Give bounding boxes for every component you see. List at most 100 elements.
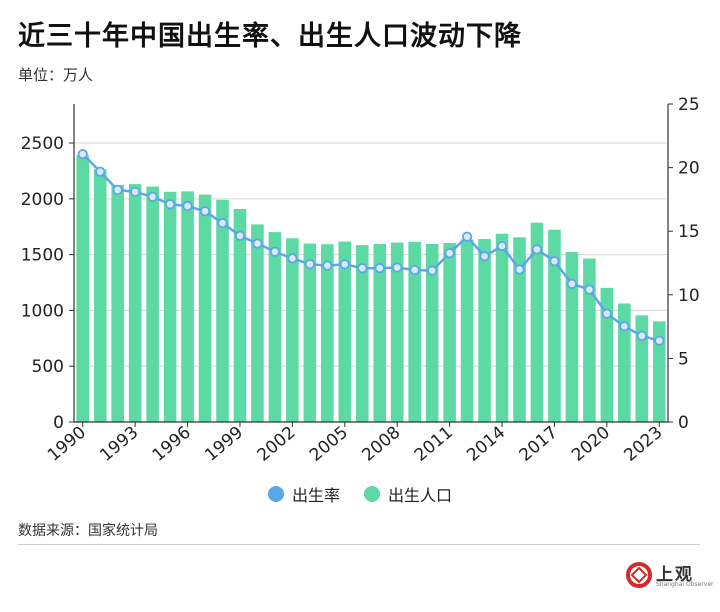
x-tick-label: 2014: [463, 423, 509, 466]
bar-1996: [181, 191, 194, 422]
x-tick-label: 2002: [254, 423, 300, 466]
logo: 上观 Shanghai Observer: [626, 558, 713, 592]
point-2008: [392, 262, 403, 273]
bar-2011: [443, 243, 456, 422]
bar-2013: [478, 239, 491, 422]
x-tick-label: 2020: [568, 423, 614, 466]
point-1997: [199, 206, 211, 217]
point-1999: [234, 230, 246, 241]
left-tick-label: 2000: [21, 190, 64, 210]
legend-item-births: 出生人口: [364, 482, 452, 506]
bar-series: [76, 155, 666, 423]
bar-2003: [303, 243, 317, 422]
bar-2018: [565, 252, 579, 422]
point-1996: [182, 200, 193, 212]
left-tick-label: 0: [53, 413, 64, 433]
footer-divider: [18, 544, 700, 545]
x-tick-label: 1996: [149, 423, 195, 466]
point-2017: [549, 256, 560, 267]
bar-2014: [495, 233, 509, 422]
left-tick-label: 500: [32, 357, 64, 377]
bar-2020: [600, 287, 614, 422]
unit-label: 单位：万人: [18, 66, 94, 84]
line-series: [77, 149, 665, 346]
x-tick-label: 1990: [44, 423, 90, 466]
point-2011: [444, 248, 455, 259]
bar-2000: [251, 224, 264, 422]
left-tick-label: 1000: [21, 301, 64, 321]
point-1998: [217, 217, 228, 229]
right-tick-label: 25: [678, 95, 700, 115]
logo-subtext: Shanghai Observer: [656, 581, 714, 588]
point-1991: [95, 166, 106, 177]
point-2019: [584, 284, 595, 295]
x-tick-label: 2008: [358, 423, 404, 466]
x-tick-label: 2005: [306, 423, 352, 466]
legend-label-birth-rate: 出生率: [292, 486, 341, 505]
bar-2016: [530, 222, 544, 422]
bar-1998: [216, 199, 229, 422]
point-2022: [636, 330, 647, 341]
bar-2023: [652, 321, 666, 422]
point-2001: [269, 246, 281, 257]
right-tick-label: 20: [678, 159, 700, 179]
bar-2002: [286, 238, 299, 422]
bar-1993: [128, 184, 142, 422]
right-tick-label: 0: [678, 413, 689, 433]
bar-1995: [163, 191, 177, 422]
legend-label-births: 出生人口: [388, 486, 453, 505]
point-2007: [374, 262, 385, 274]
point-1995: [164, 199, 176, 210]
point-2015: [514, 264, 525, 275]
bar-1997: [198, 194, 212, 422]
point-2003: [304, 259, 315, 270]
left-tick-label: 1500: [21, 246, 64, 266]
bar-2021: [618, 303, 631, 422]
point-2005: [339, 259, 350, 270]
bar-1991: [93, 169, 107, 422]
legend-item-birth-rate: 出生率: [268, 482, 340, 506]
bar-2009: [408, 241, 421, 422]
legend-swatch-birth-rate: [268, 486, 284, 502]
point-2014: [496, 240, 508, 252]
right-tick-label: 10: [678, 286, 700, 306]
bar-1994: [146, 186, 159, 422]
point-2006: [357, 263, 368, 274]
point-2021: [619, 321, 630, 332]
bar-2005: [338, 241, 352, 422]
bar-2004: [321, 244, 334, 422]
bar-2007: [373, 244, 387, 422]
point-2009: [409, 264, 420, 276]
point-2018: [566, 278, 578, 289]
grid-lines: [74, 142, 668, 367]
x-tick-label: 1993: [96, 423, 142, 466]
bar-2008: [390, 242, 404, 422]
bar-2019: [583, 258, 596, 422]
point-1992: [112, 184, 123, 196]
point-2016: [531, 244, 543, 255]
logo-mark-icon: [626, 562, 652, 588]
bar-2010: [425, 243, 439, 422]
bar-1990: [76, 155, 90, 423]
point-2012: [461, 231, 473, 242]
bar-2015: [513, 237, 526, 422]
x-tick-label: 2023: [620, 423, 666, 466]
bar-2012: [460, 239, 474, 422]
legend: 出生率 出生人口: [0, 482, 720, 506]
point-2023: [654, 335, 665, 346]
chart-title: 近三十年中国出生率、出生人口波动下降: [18, 21, 522, 52]
point-1994: [147, 191, 158, 202]
logo-text: 上观: [656, 565, 694, 585]
bar-2017: [548, 229, 561, 422]
point-1993: [130, 186, 141, 197]
point-2002: [287, 253, 298, 264]
source-note: 数据来源：国家统计局: [18, 523, 158, 539]
bar-1999: [233, 208, 247, 422]
x-tick-label: 2011: [411, 423, 457, 466]
x-tick-label: 2017: [516, 423, 562, 466]
bar-2006: [355, 245, 369, 422]
point-1990: [77, 149, 88, 160]
bar-2022: [635, 315, 649, 422]
right-tick-label: 15: [678, 222, 700, 242]
